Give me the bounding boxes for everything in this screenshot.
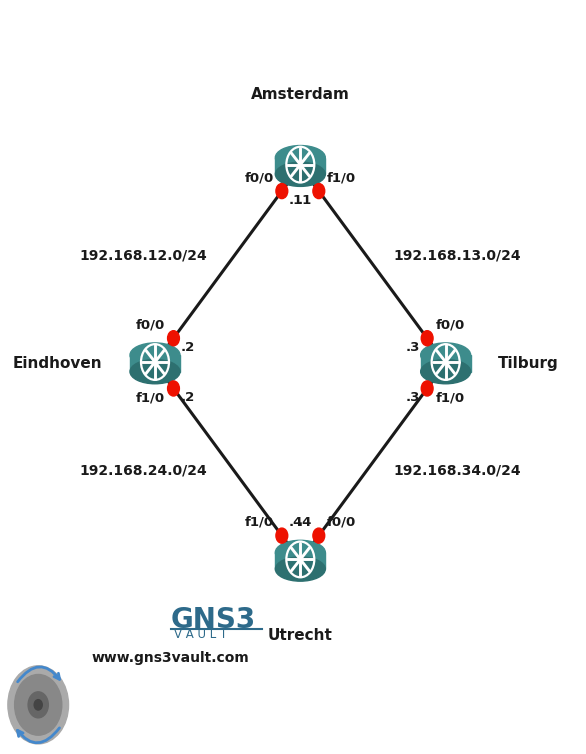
Circle shape: [276, 528, 288, 543]
Ellipse shape: [130, 360, 180, 384]
Text: .2: .2: [180, 391, 195, 404]
Circle shape: [421, 381, 433, 396]
Circle shape: [168, 331, 179, 346]
Bar: [275, 158, 325, 174]
Ellipse shape: [275, 557, 325, 581]
Ellipse shape: [421, 360, 471, 384]
Text: f0/0: f0/0: [136, 318, 165, 331]
Ellipse shape: [275, 162, 325, 186]
Text: 192.168.34.0/24: 192.168.34.0/24: [393, 464, 521, 478]
Ellipse shape: [34, 700, 42, 710]
Circle shape: [421, 331, 433, 346]
Text: f1/0: f1/0: [136, 391, 165, 404]
Text: www.gns3vault.com: www.gns3vault.com: [91, 651, 249, 665]
Text: f1/0: f1/0: [327, 171, 356, 184]
Ellipse shape: [28, 692, 48, 718]
Text: Tilburg: Tilburg: [498, 356, 559, 371]
Circle shape: [276, 183, 288, 198]
Text: Eindhoven: Eindhoven: [13, 356, 103, 371]
Text: 192.168.13.0/24: 192.168.13.0/24: [393, 249, 521, 263]
Text: .1: .1: [298, 194, 312, 207]
Ellipse shape: [15, 675, 62, 735]
Circle shape: [313, 183, 325, 198]
Text: .3: .3: [406, 391, 420, 404]
Text: Utrecht: Utrecht: [268, 628, 333, 643]
Circle shape: [313, 528, 325, 543]
Text: f1/0: f1/0: [244, 516, 274, 529]
Text: f0/0: f0/0: [435, 318, 465, 331]
Bar: [275, 553, 325, 569]
Text: 192.168.24.0/24: 192.168.24.0/24: [80, 464, 207, 478]
Text: .4: .4: [298, 516, 312, 529]
Ellipse shape: [275, 541, 325, 565]
Text: GNS3: GNS3: [171, 606, 256, 634]
Text: V A U L T: V A U L T: [174, 628, 227, 641]
Text: Amsterdam: Amsterdam: [251, 87, 350, 102]
Text: f1/0: f1/0: [435, 391, 465, 404]
Text: 192.168.12.0/24: 192.168.12.0/24: [80, 249, 207, 263]
Bar: [130, 355, 180, 372]
Text: .4: .4: [289, 516, 303, 529]
Text: f0/0: f0/0: [244, 171, 274, 184]
Text: f0/0: f0/0: [327, 516, 356, 529]
Text: .2: .2: [180, 341, 195, 354]
Bar: [421, 355, 471, 372]
Ellipse shape: [421, 343, 471, 367]
Ellipse shape: [130, 343, 180, 367]
Text: .1: .1: [289, 194, 303, 207]
Text: .3: .3: [406, 341, 420, 354]
Ellipse shape: [8, 666, 69, 744]
Circle shape: [168, 381, 179, 396]
Ellipse shape: [275, 146, 325, 170]
